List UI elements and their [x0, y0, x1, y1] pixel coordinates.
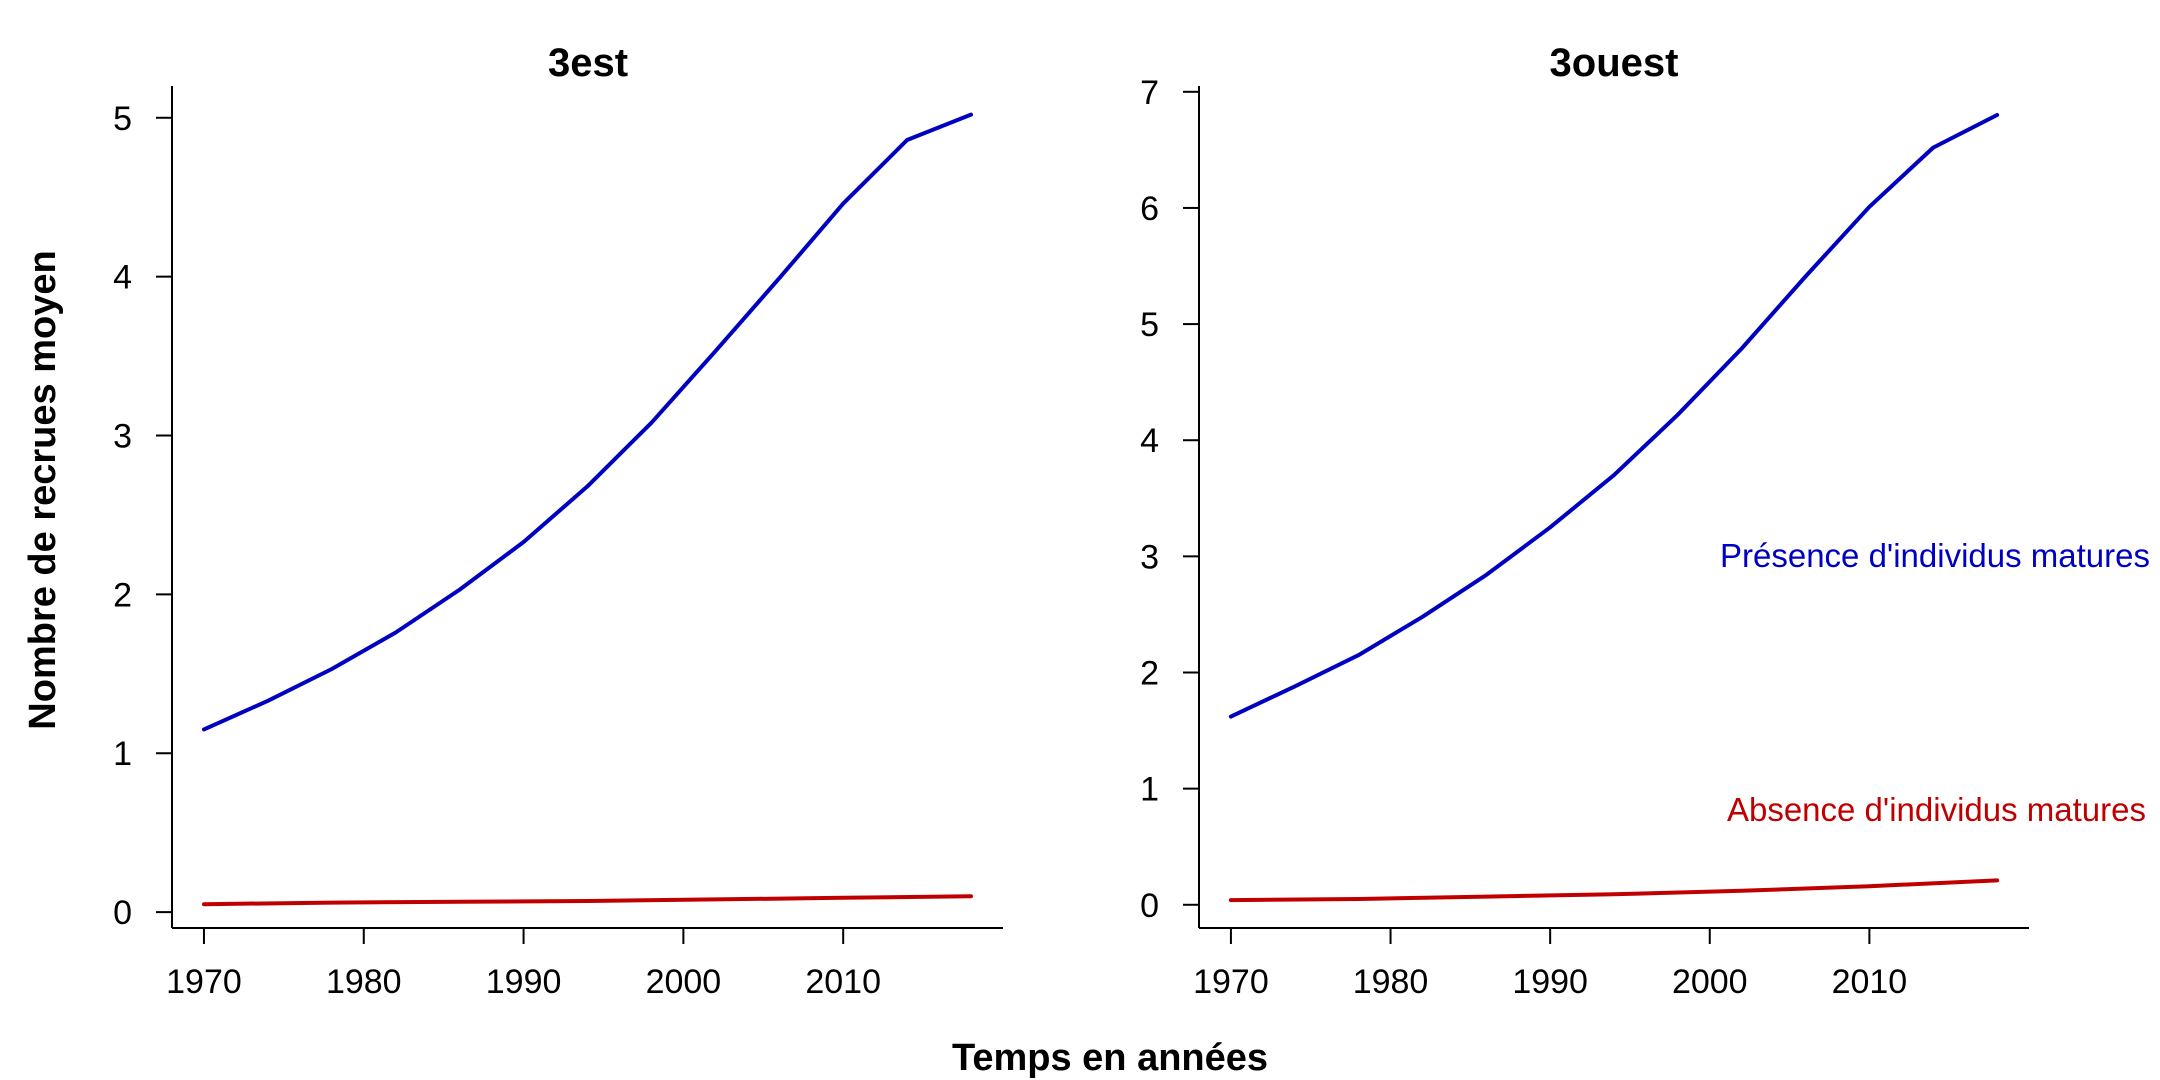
y-tick-label: 0: [113, 894, 132, 932]
x-tick-label: 1990: [486, 963, 562, 1001]
y-tick-label: 2: [113, 576, 132, 614]
y-axis-title: Nombre de recrues moyen: [22, 250, 64, 729]
x-tick-label: 1990: [1512, 963, 1588, 1001]
y-tick-label: 2: [1140, 654, 1159, 692]
y-tick-label: 3: [1140, 538, 1159, 576]
y-tick-label: 1: [1140, 771, 1159, 809]
series-line-red: [202, 894, 973, 907]
chart-title: 3est: [548, 41, 628, 85]
y-tick-label: 7: [1140, 74, 1159, 112]
x-axis-title: Temps en années: [952, 1037, 1268, 1079]
series-line-blue: [1228, 113, 2000, 719]
chart-panel-3est: 3est 0 1 2 3 4 5 1970 1980 1990 2000 2010: [113, 41, 1003, 1001]
y-tick-label: 5: [113, 100, 132, 138]
x-tick-label: 2010: [1832, 963, 1908, 1001]
x-tick-label: 1970: [166, 963, 242, 1001]
x-tick-label: 2000: [1672, 963, 1748, 1001]
y-tick-label: 4: [1140, 422, 1159, 460]
y-tick-label: 3: [113, 418, 132, 456]
y-tick-label: 4: [113, 259, 132, 297]
x-tick-label: 2010: [805, 963, 881, 1001]
series-label: Présence d'individus matures: [1720, 537, 2150, 574]
series-label: Absence d'individus matures: [1727, 791, 2146, 828]
x-tick-label: 1980: [1353, 963, 1429, 1001]
y-tick-label: 5: [1140, 306, 1159, 344]
y-tick-label: 6: [1140, 190, 1159, 228]
x-tick-label: 2000: [646, 963, 722, 1001]
y-tick-label: 1: [113, 735, 132, 773]
x-tick-label: 1980: [326, 963, 402, 1001]
x-tick-label: 1970: [1193, 963, 1269, 1001]
chart-panel-3ouest: 3ouest 0 1 2 3 4 5 6 7 1970 1980 1990 2000 2010 Présen…: [1140, 41, 2150, 1001]
series-line-red: [1228, 878, 2000, 903]
y-tick-label: 0: [1140, 887, 1159, 925]
series-line-blue: [202, 112, 973, 732]
chart-title: 3ouest: [1550, 41, 1679, 85]
